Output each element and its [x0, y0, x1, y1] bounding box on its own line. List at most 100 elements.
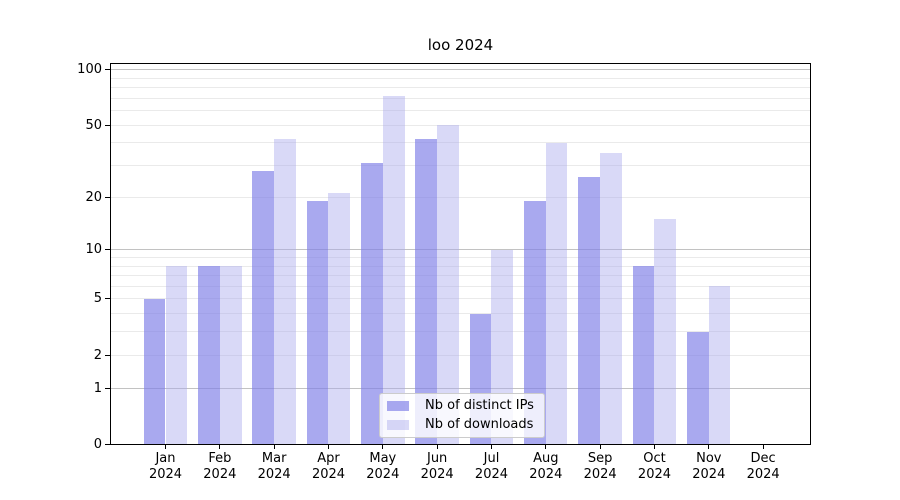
gridline-minor-2 [111, 354, 810, 356]
x-tick-mark-may [382, 445, 384, 449]
x-tick-label-sep: Sep 2024 [570, 451, 630, 483]
bar-nb-of-distinct-ips-jun [415, 139, 438, 444]
legend: Nb of distinct IPs Nb of downloads [379, 393, 545, 438]
legend-item-downloads: Nb of downloads [387, 417, 536, 433]
y-tick-mark-100 [105, 69, 110, 71]
gridline-minor-50 [111, 124, 810, 126]
x-tick-label-may: May 2024 [353, 451, 413, 483]
x-tick-label-feb: Feb 2024 [190, 451, 250, 483]
y-tick-mark-1 [105, 387, 110, 389]
bar-nb-of-downloads-jun [437, 125, 459, 444]
x-tick-year: 2024 [637, 467, 672, 482]
x-tick-year: 2024 [474, 467, 509, 482]
gridline-major-10 [111, 249, 810, 251]
y-tick-label-2: 2 [93, 347, 102, 363]
x-tick-mark-sep [599, 445, 601, 449]
gridline-minor-5 [111, 298, 810, 300]
x-tick-month: Jan [155, 451, 176, 466]
legend-label-distinct-ips: Nb of distinct IPs [425, 398, 534, 414]
legend-swatch-distinct-ips [387, 401, 409, 412]
bar-nb-of-distinct-ips-nov [687, 331, 709, 444]
gridline-minor-80 [111, 87, 810, 89]
y-tick-mark-0 [105, 444, 110, 445]
gridline-major-100 [111, 69, 810, 71]
x-tick-mark-dec [762, 445, 764, 449]
plot-border [110, 63, 811, 445]
bar-nb-of-downloads-feb [219, 266, 242, 444]
gridline-major-1 [111, 387, 810, 389]
gridline-minor-40 [111, 142, 810, 144]
gridline-minor-3 [111, 331, 810, 333]
bar-nb-of-distinct-ips-may [361, 163, 383, 444]
x-tick-month: Jul [483, 451, 500, 466]
y-tick-mark-5 [105, 298, 110, 300]
bar-nb-of-downloads-may [382, 96, 405, 444]
x-tick-month: Jun [426, 451, 448, 466]
x-tick-label-jul: Jul 2024 [461, 451, 521, 483]
x-tick-year: 2024 [203, 467, 237, 482]
x-tick-year: 2024 [257, 467, 291, 482]
x-tick-year: 2024 [583, 467, 617, 482]
x-tick-mark-apr [327, 445, 329, 449]
bar-nb-of-downloads-aug [545, 142, 568, 444]
y-tick-label-50: 50 [85, 117, 102, 133]
x-tick-mark-aug [545, 445, 547, 449]
x-tick-label-nov: Nov 2024 [679, 451, 739, 483]
x-tick-label-oct: Oct 2024 [624, 451, 684, 483]
x-tick-year: 2024 [420, 467, 454, 482]
y-tick-label-100: 100 [77, 62, 102, 78]
x-tick-label-mar: Mar 2024 [244, 451, 304, 483]
x-tick-month: Aug [533, 451, 559, 466]
bar-nb-of-distinct-ips-feb [198, 266, 220, 444]
x-tick-month: Apr [317, 451, 340, 466]
x-tick-label-apr: Apr 2024 [298, 451, 358, 483]
gridline-minor-7 [111, 275, 810, 277]
x-tick-mark-jul [490, 445, 492, 449]
gridline-minor-70 [111, 97, 810, 99]
x-tick-label-jan: Jan 2024 [136, 451, 196, 483]
bar-nb-of-downloads-jan [165, 266, 188, 444]
x-tick-year: 2024 [148, 467, 183, 482]
y-tick-mark-50 [105, 124, 110, 126]
bar-nb-of-distinct-ips-apr [306, 201, 329, 444]
bar-nb-of-distinct-ips-oct [632, 266, 655, 444]
x-tick-month: Sep [587, 451, 613, 466]
gridline-minor-9 [111, 257, 810, 258]
x-tick-year: 2024 [692, 467, 726, 482]
y-tick-label-1: 1 [93, 380, 102, 396]
x-tick-year: 2024 [311, 467, 346, 482]
x-tick-month: Mar [261, 451, 287, 466]
bar-nb-of-downloads-nov [708, 286, 731, 444]
x-tick-label-aug: Aug 2024 [516, 451, 576, 483]
x-tick-year: 2024 [746, 467, 780, 482]
bar-nb-of-distinct-ips-sep [578, 176, 601, 444]
x-tick-year: 2024 [529, 467, 563, 482]
bar-nb-of-downloads-sep [600, 153, 622, 444]
x-tick-mark-oct [653, 445, 655, 449]
x-tick-month: May [369, 451, 397, 466]
gridline-minor-90 [111, 77, 810, 79]
bar-nb-of-distinct-ips-mar [252, 171, 275, 444]
gridline-minor-4 [111, 313, 810, 315]
gridline-minor-60 [111, 110, 810, 112]
y-tick-mark-10 [105, 249, 110, 251]
y-tick-label-5: 5 [93, 291, 102, 307]
x-tick-year: 2024 [366, 467, 400, 482]
y-tick-label-10: 10 [85, 242, 102, 258]
y-tick-mark-20 [105, 196, 110, 198]
legend-swatch-downloads [387, 419, 409, 430]
x-tick-mark-jan [165, 445, 166, 449]
x-tick-label-jun: Jun 2024 [407, 451, 467, 483]
chart-title: loo 2024 [427, 36, 494, 54]
gridline-minor-30 [111, 165, 810, 167]
y-tick-label-0: 0 [93, 437, 102, 452]
bar-nb-of-distinct-ips-jan [143, 298, 166, 444]
bar-nb-of-distinct-ips-aug [524, 201, 546, 444]
x-tick-mark-jun [436, 445, 438, 449]
x-tick-mark-nov [708, 445, 710, 449]
x-tick-month: Oct [643, 451, 666, 466]
gridline-minor-20 [111, 196, 810, 198]
x-tick-month: Nov [696, 451, 722, 466]
x-tick-mark-mar [273, 445, 275, 449]
